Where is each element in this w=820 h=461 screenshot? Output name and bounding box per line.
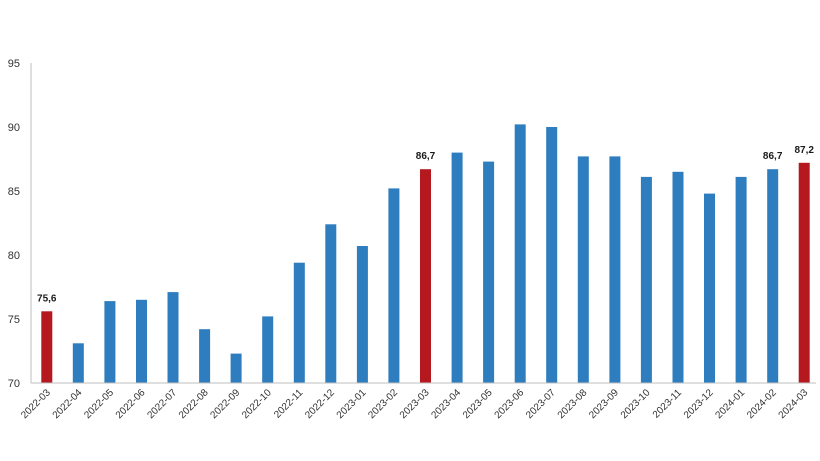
bar-2022-07	[167, 292, 179, 383]
bar-2023-03	[420, 169, 431, 383]
bar-2023-06	[514, 124, 526, 384]
x-tick-label: 2022-06	[114, 387, 148, 421]
x-tick-label: 2023-10	[619, 387, 653, 421]
x-tick-label: 2023-01	[335, 387, 369, 421]
x-tick-label: 2023-12	[682, 387, 716, 421]
bar-2022-09	[230, 353, 242, 383]
x-tick-label: 2023-08	[556, 387, 590, 421]
bar-2023-04	[451, 152, 463, 383]
data-label: 86,7	[416, 151, 436, 162]
bar-2022-08	[199, 329, 211, 383]
bar-2024-03	[798, 162, 810, 383]
x-tick-label: 2022-08	[177, 387, 211, 421]
x-tick-label: 2022-07	[145, 387, 179, 421]
x-tick-label: 2022-12	[303, 387, 337, 421]
bar-2022-12	[325, 224, 337, 383]
x-tick-label: 2023-02	[366, 387, 400, 421]
bar-2023-09	[609, 156, 621, 383]
x-tick-label: 2022-03	[19, 387, 53, 421]
bar-series	[41, 124, 810, 384]
bar-2024-01	[735, 176, 747, 383]
x-tick-label: 2023-11	[651, 387, 685, 421]
x-tick-label: 2023-09	[587, 387, 621, 421]
x-axis: 2022-032022-042022-052022-062022-072022-…	[19, 382, 816, 421]
bar-2022-11	[293, 262, 305, 383]
bar-2023-11	[672, 171, 684, 383]
x-tick-label: 2023-07	[524, 387, 558, 421]
bar-2023-02	[388, 188, 400, 383]
x-tick-label: 2023-05	[461, 387, 495, 421]
bar-2022-03	[41, 311, 53, 383]
y-axis: 70 75 80 85 90 95	[8, 58, 32, 390]
bar-2023-10	[640, 176, 652, 383]
x-tick-label: 2022-11	[272, 387, 306, 421]
bar-2024-02	[767, 169, 779, 383]
x-tick-label: 2022-10	[240, 387, 274, 421]
x-tick-label: 2022-04	[51, 387, 85, 421]
y-tick-label: 75	[8, 314, 20, 326]
y-tick-label: 95	[8, 58, 20, 70]
data-label: 86,7	[763, 151, 783, 162]
bar-2022-10	[262, 316, 274, 383]
x-tick-label: 2024-03	[777, 387, 811, 421]
bar-2023-05	[483, 161, 495, 383]
x-tick-label: 2024-01	[713, 387, 747, 421]
data-label: 87,2	[794, 145, 814, 156]
y-tick-label: 70	[8, 378, 20, 390]
y-tick-label: 80	[8, 250, 20, 262]
bar-2023-07	[546, 127, 558, 383]
y-tick-label: 90	[8, 122, 20, 134]
data-label: 75,6	[37, 293, 57, 304]
x-tick-label: 2022-09	[209, 387, 243, 421]
bar-2022-04	[72, 343, 84, 383]
x-tick-label: 2023-03	[398, 387, 432, 421]
x-tick-label: 2023-06	[493, 387, 527, 421]
bar-2022-06	[136, 299, 147, 383]
x-tick-label: 2024-02	[745, 387, 779, 421]
x-tick-label: 2022-05	[82, 387, 116, 421]
data-labels: 75,6 86,7 86,7 87,2	[37, 145, 814, 304]
bar-2022-05	[104, 301, 116, 383]
bar-2023-01	[356, 246, 368, 383]
y-tick-label: 85	[8, 186, 20, 198]
x-tick-label: 2023-04	[429, 387, 463, 421]
bar-2023-12	[704, 193, 715, 383]
bar-2023-08	[577, 156, 589, 383]
